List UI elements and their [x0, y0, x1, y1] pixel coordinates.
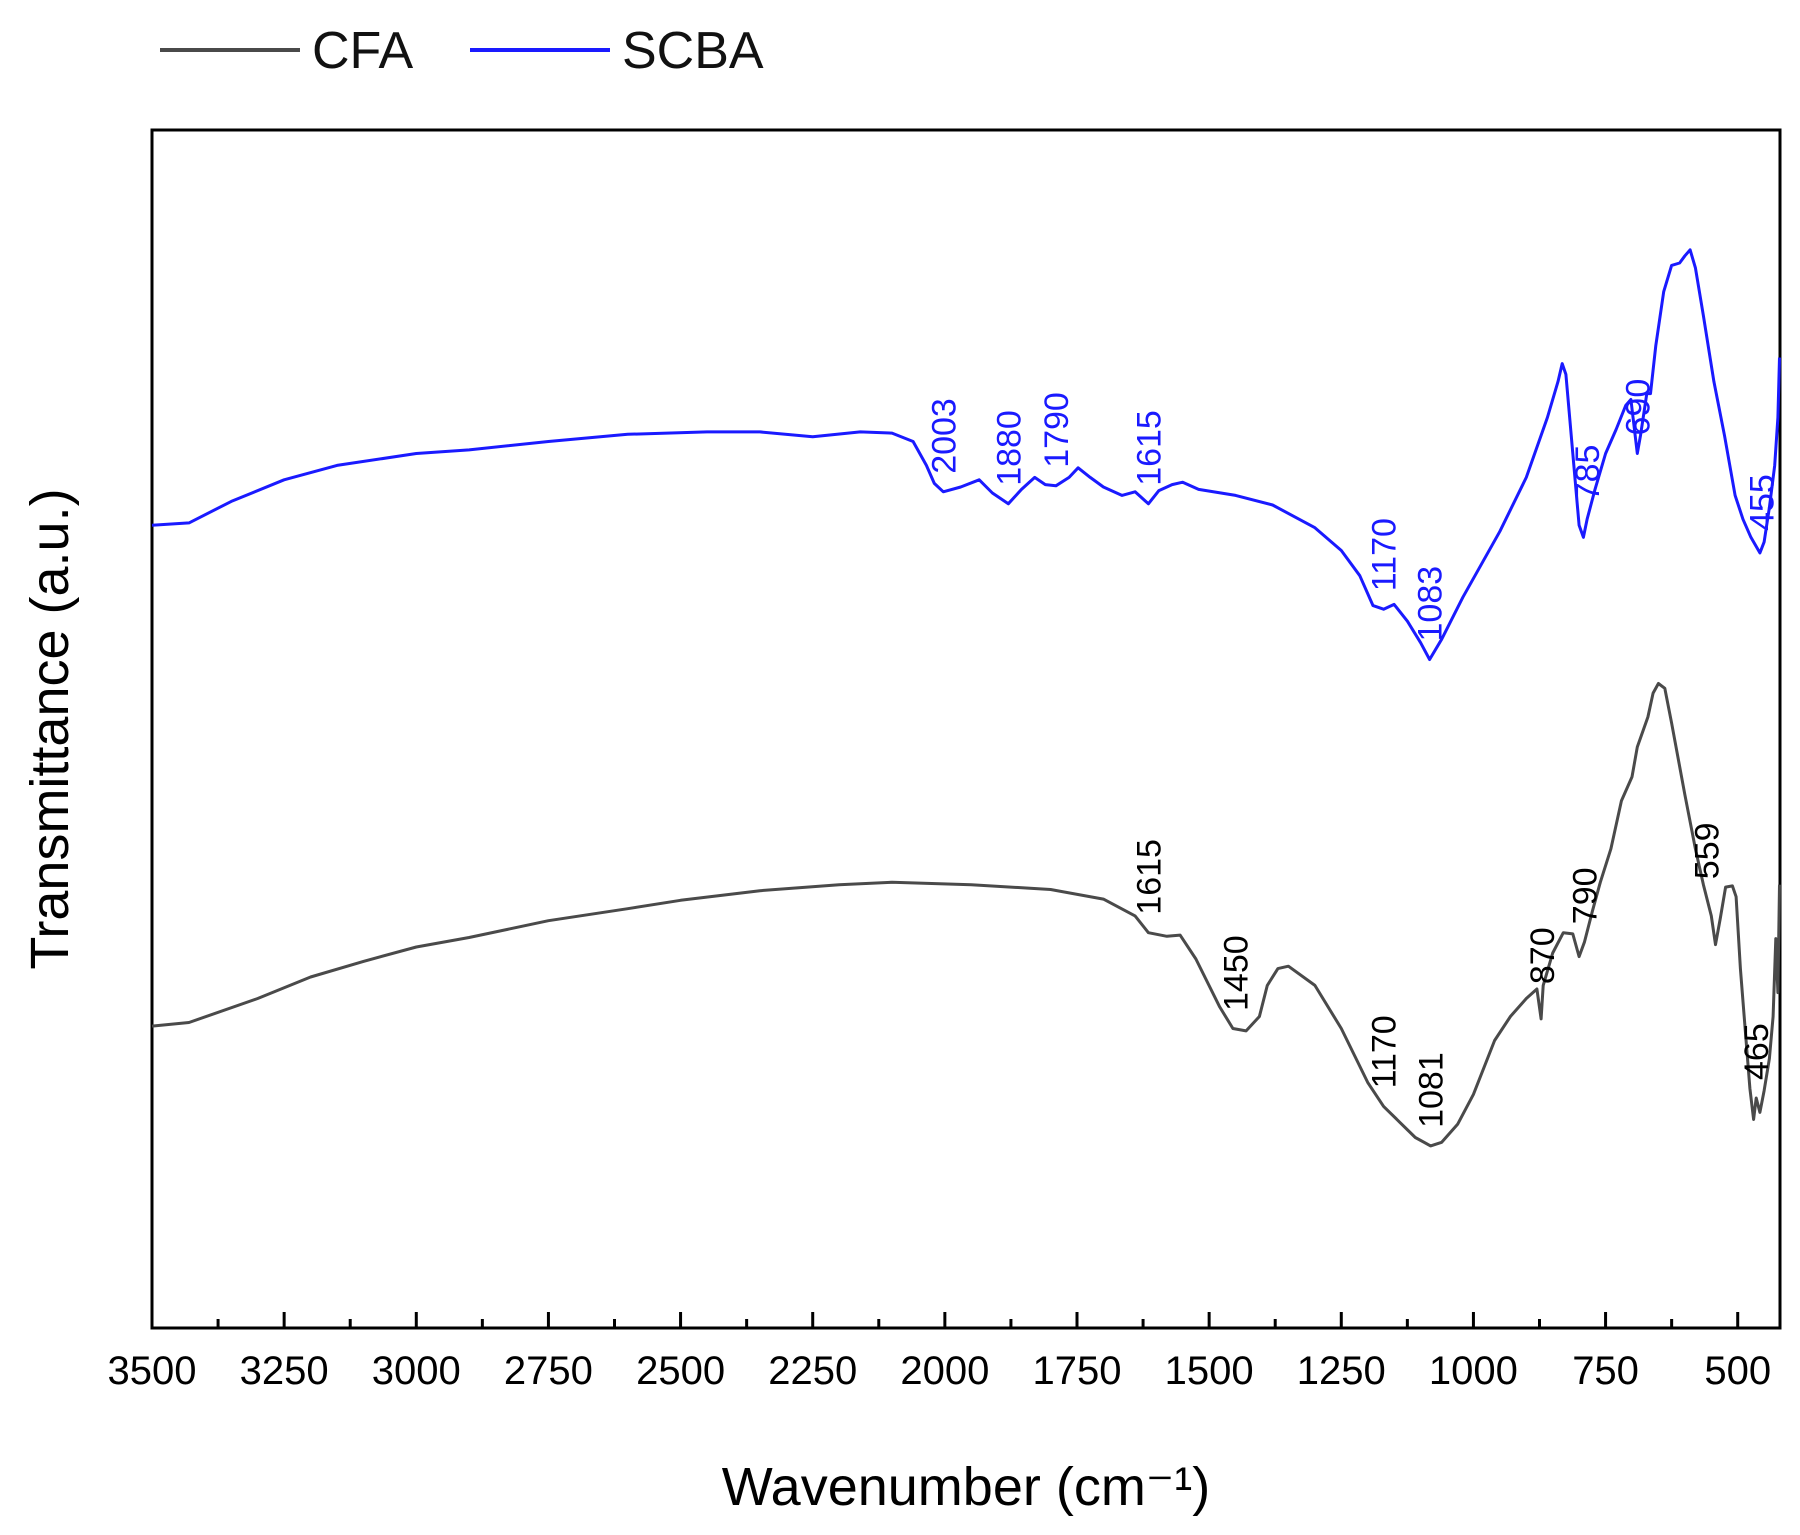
- x-tick-label: 3500: [108, 1349, 197, 1393]
- x-tick-label: 2750: [504, 1349, 593, 1393]
- x-tick-label: 2000: [900, 1349, 989, 1393]
- x-tick-label: 2500: [636, 1349, 725, 1393]
- peak-label-cfa-1170: 1170: [1366, 1015, 1404, 1088]
- series-layer: [151, 248, 1781, 1148]
- legend: CFA SCBA: [160, 22, 764, 80]
- x-tick-label: 1500: [1165, 1349, 1254, 1393]
- legend-label-cfa: CFA: [312, 22, 413, 80]
- plot-frame: [150, 128, 1782, 1330]
- peak-label-cfa-1615: 1615: [1130, 839, 1168, 915]
- peak-label-cfa-559: 559: [1689, 822, 1727, 879]
- x-tick-label: 500: [1704, 1349, 1771, 1393]
- annotation-layer: 2003 1880 1790 1615117010837856904551615145…: [925, 379, 1781, 1128]
- peak-label-scba-2003: 2003: [925, 398, 963, 474]
- x-tick-label: 3000: [372, 1349, 461, 1393]
- x-axis-title: Wavenumber (cm⁻¹): [722, 1457, 1211, 1517]
- x-tick-label: 1250: [1297, 1349, 1386, 1393]
- x-tick-label: 1750: [1033, 1349, 1122, 1393]
- peak-label-scba-1083: 1083: [1412, 566, 1450, 642]
- x-axis-ticks: 3500 3250 3000 2750 2500 2250 2000 1750 1500 1250…: [108, 1312, 1771, 1393]
- x-tick-label: 2250: [768, 1349, 857, 1393]
- peak-label-cfa-790: 790: [1566, 867, 1604, 924]
- peak-label-scba-1170: 1170: [1366, 518, 1404, 591]
- peak-label-scba-1790: 1790: [1038, 392, 1076, 468]
- series-line-cfa: [151, 682, 1781, 1148]
- peak-label-cfa-1081: 1081: [1413, 1052, 1451, 1128]
- y-axis-title: Transmittance (a.u.): [20, 488, 80, 969]
- peak-label-scba-455: 455: [1744, 474, 1782, 531]
- peak-label-scba-785: 785: [1569, 445, 1607, 502]
- legend-label-scba: SCBA: [622, 22, 764, 80]
- series-line-scba: [151, 248, 1781, 661]
- peak-label-scba-1615: 1615: [1130, 410, 1168, 486]
- peak-label-scba-690: 690: [1619, 379, 1657, 436]
- peak-label-cfa-1450: 1450: [1218, 935, 1256, 1011]
- peak-label-scba-1880: 1880: [990, 410, 1028, 486]
- x-tick-label: 3250: [240, 1349, 329, 1393]
- x-tick-label: 1000: [1429, 1349, 1518, 1393]
- x-tick-label: 750: [1572, 1349, 1639, 1393]
- peak-label-cfa-870: 870: [1524, 927, 1562, 984]
- peak-label-cfa-465: 465: [1738, 1023, 1776, 1080]
